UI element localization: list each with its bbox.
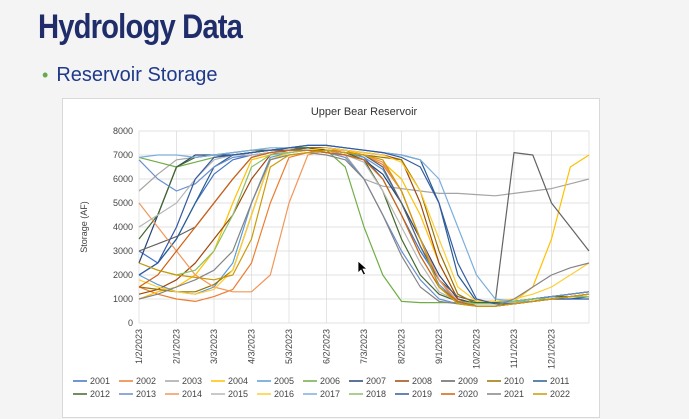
x-tick-label: 12/1/2023 <box>547 329 557 369</box>
legend-label: 2003 <box>182 376 202 386</box>
legend-label: 2001 <box>90 376 110 386</box>
x-tick-label: 9/1/2023 <box>434 329 444 364</box>
series-line-2022 <box>138 149 590 307</box>
legend-label: 2002 <box>136 376 156 386</box>
legend-label: 2014 <box>182 389 202 399</box>
bullet-text: Reservoir Storage <box>56 64 218 86</box>
x-tick-label: 4/3/2023 <box>247 329 257 364</box>
legend-label: 2020 <box>458 389 478 399</box>
legend-label: 2013 <box>136 389 156 399</box>
x-tick-label: 3/3/2023 <box>209 329 219 364</box>
x-tick-label: 7/3/2023 <box>359 329 369 364</box>
x-tick-label: 8/2/2023 <box>397 329 407 364</box>
x-tick-label: 10/2/2023 <box>472 329 482 369</box>
line-chart: Upper Bear Reservoir 0 1000 2000 3000 4000 500… <box>73 106 590 399</box>
chart-container: Upper Bear Reservoir 0 1000 2000 3000 4000 500… <box>62 98 600 418</box>
slide-title: Hydrology Data <box>38 8 243 46</box>
y-tick-label: 1000 <box>113 294 133 304</box>
legend-label: 2021 <box>504 389 524 399</box>
legend-label: 2011 <box>550 376 569 386</box>
bullet-dot: • <box>42 65 49 85</box>
y-tick-label: 0 <box>128 318 133 328</box>
y-axis-label: Storage (AF) <box>79 201 89 253</box>
x-tick-label: 6/2/2023 <box>322 329 332 364</box>
legend-label: 2017 <box>320 389 340 399</box>
x-tick-label: 1/2/2023 <box>134 329 144 364</box>
legend-label: 2012 <box>90 389 110 399</box>
legend-label: 2010 <box>504 376 524 386</box>
legend-label: 2019 <box>412 389 432 399</box>
legend-label: 2016 <box>274 389 294 399</box>
legend-label: 2005 <box>274 376 294 386</box>
y-tick-label: 5000 <box>113 198 133 208</box>
y-tick-label: 4000 <box>113 222 133 232</box>
legend-label: 2004 <box>228 376 248 386</box>
x-tick-label: 2/1/2023 <box>172 329 182 364</box>
legend-label: 2006 <box>320 376 340 386</box>
legend-label: 2015 <box>228 389 248 399</box>
y-tick-label: 6000 <box>113 174 133 184</box>
bullet-item: • Reservoir Storage <box>42 64 218 87</box>
y-tick-label: 3000 <box>113 246 133 256</box>
x-tick-label: 5/3/2023 <box>284 329 294 364</box>
x-tick-label: 11/1/2023 <box>509 329 519 368</box>
y-tick-label: 8000 <box>113 126 133 136</box>
chart-title: Upper Bear Reservoir <box>311 106 418 118</box>
legend-label: 2018 <box>366 389 386 399</box>
legend-label: 2008 <box>412 376 432 386</box>
series-line-2021 <box>138 151 590 307</box>
legend-label: 2007 <box>366 376 386 386</box>
mouse-cursor-icon <box>357 260 369 276</box>
legend-label: 2009 <box>458 376 478 386</box>
y-tick-label: 7000 <box>113 150 133 160</box>
series-line-2015 <box>138 149 589 305</box>
legend-label: 2022 <box>550 389 570 399</box>
y-tick-label: 2000 <box>113 270 133 280</box>
